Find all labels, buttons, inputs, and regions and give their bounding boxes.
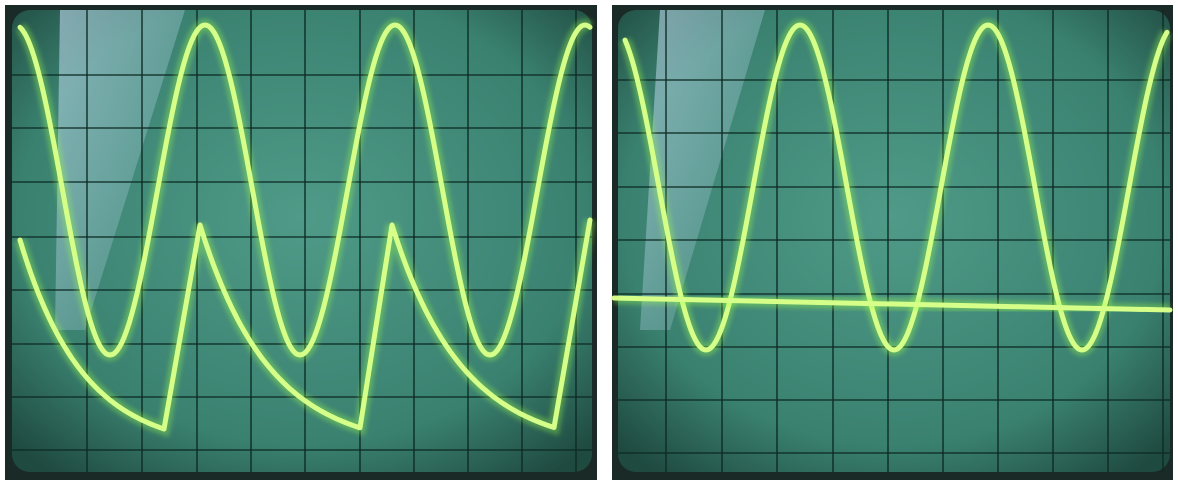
trace [17, 217, 593, 432]
trace [622, 22, 1170, 353]
trace [611, 295, 1173, 313]
screen [618, 10, 1170, 472]
left-screen [5, 5, 597, 480]
trace [17, 22, 593, 358]
right-screen [611, 5, 1173, 480]
